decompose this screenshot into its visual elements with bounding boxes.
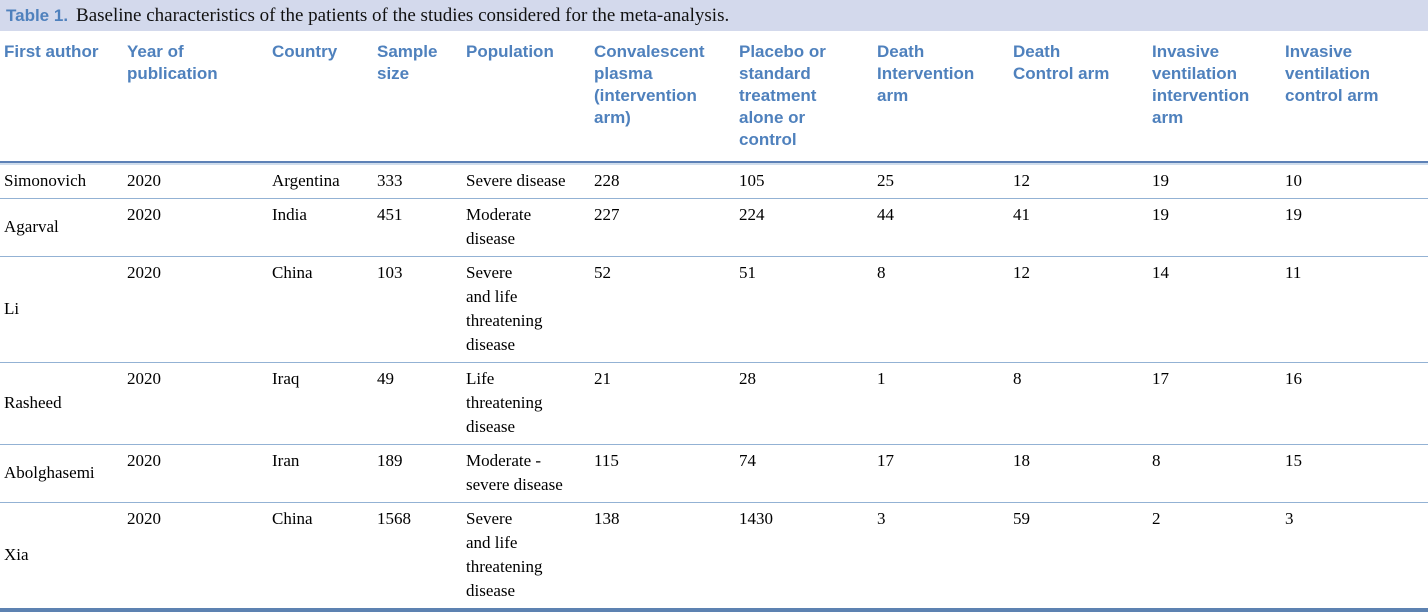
table-caption-text: Baseline characteristics of the patients… <box>76 4 730 26</box>
cell-sample-size: 103 <box>373 256 462 362</box>
cell-year: 2020 <box>123 256 268 362</box>
cell-population: Severe disease <box>462 163 590 198</box>
table-row: Agarval 2020 India 451 Moderate disease … <box>0 198 1428 256</box>
cell-author: Abolghasemi <box>0 444 123 502</box>
col-header-first-author: First author <box>0 31 123 163</box>
cell-iv-control: 10 <box>1281 163 1428 198</box>
cell-iv-intervention: 19 <box>1148 163 1281 198</box>
cell-year: 2020 <box>123 163 268 198</box>
table-header: First author Year of publication Country… <box>0 31 1428 163</box>
cell-population: Life threatening disease <box>462 362 590 444</box>
table-row: Abolghasemi 2020 Iran 189 Moderate - sev… <box>0 444 1428 502</box>
cell-year: 2020 <box>123 502 268 612</box>
cell-placebo-control: 74 <box>735 444 873 502</box>
col-header-year-of-publication: Year of publication <box>123 31 268 163</box>
cell-sample-size: 189 <box>373 444 462 502</box>
cell-author: Li <box>0 256 123 362</box>
cell-iv-control: 3 <box>1281 502 1428 612</box>
cell-cp-intervention: 52 <box>590 256 735 362</box>
cell-placebo-control: 51 <box>735 256 873 362</box>
table-caption-bar: Table 1. Baseline characteristics of the… <box>0 0 1428 31</box>
cell-year: 2020 <box>123 362 268 444</box>
cell-country: Iran <box>268 444 373 502</box>
table-row: Simonovich 2020 Argentina 333 Severe dis… <box>0 163 1428 198</box>
cell-cp-intervention: 138 <box>590 502 735 612</box>
col-header-death-control: Death Control arm <box>1009 31 1148 163</box>
cell-population: Severe and life threatening disease <box>462 502 590 612</box>
table-row: Xia 2020 China 1568 Severe and life thre… <box>0 502 1428 612</box>
cell-death-control: 8 <box>1009 362 1148 444</box>
col-header-sample-size: Sample size <box>373 31 462 163</box>
cell-cp-intervention: 227 <box>590 198 735 256</box>
cell-iv-intervention: 2 <box>1148 502 1281 612</box>
col-header-population: Population <box>462 31 590 163</box>
cell-country: China <box>268 502 373 612</box>
col-header-invasive-ventilation-intervention: Invasive ventilation intervention arm <box>1148 31 1281 163</box>
table-body: Simonovich 2020 Argentina 333 Severe dis… <box>0 163 1428 612</box>
col-header-convalescent-plasma: Convalescent plasma (intervention arm) <box>590 31 735 163</box>
cell-placebo-control: 224 <box>735 198 873 256</box>
cell-iv-control: 19 <box>1281 198 1428 256</box>
cell-sample-size: 333 <box>373 163 462 198</box>
cell-iv-intervention: 17 <box>1148 362 1281 444</box>
cell-iv-intervention: 19 <box>1148 198 1281 256</box>
cell-iv-control: 16 <box>1281 362 1428 444</box>
cell-death-intervention: 17 <box>873 444 1009 502</box>
cell-placebo-control: 28 <box>735 362 873 444</box>
cell-sample-size: 451 <box>373 198 462 256</box>
cell-death-intervention: 8 <box>873 256 1009 362</box>
cell-population: Severe and life threatening disease <box>462 256 590 362</box>
col-header-placebo-control: Placebo or standard treatment alone or c… <box>735 31 873 163</box>
cell-sample-size: 1568 <box>373 502 462 612</box>
cell-population: Moderate - severe disease <box>462 444 590 502</box>
cell-placebo-control: 105 <box>735 163 873 198</box>
cell-country: Iraq <box>268 362 373 444</box>
cell-death-control: 59 <box>1009 502 1148 612</box>
cell-country: India <box>268 198 373 256</box>
cell-author: Xia <box>0 502 123 612</box>
col-header-country: Country <box>268 31 373 163</box>
cell-author: Agarval <box>0 198 123 256</box>
cell-cp-intervention: 115 <box>590 444 735 502</box>
cell-country: China <box>268 256 373 362</box>
cell-death-intervention: 44 <box>873 198 1009 256</box>
cell-iv-control: 15 <box>1281 444 1428 502</box>
cell-cp-intervention: 228 <box>590 163 735 198</box>
cell-year: 2020 <box>123 198 268 256</box>
cell-death-control: 41 <box>1009 198 1148 256</box>
cell-iv-intervention: 14 <box>1148 256 1281 362</box>
cell-death-intervention: 3 <box>873 502 1009 612</box>
cell-sample-size: 49 <box>373 362 462 444</box>
cell-death-control: 18 <box>1009 444 1148 502</box>
header-row: First author Year of publication Country… <box>0 31 1428 163</box>
cell-death-control: 12 <box>1009 163 1148 198</box>
cell-author: Rasheed <box>0 362 123 444</box>
cell-iv-intervention: 8 <box>1148 444 1281 502</box>
cell-author: Simonovich <box>0 163 123 198</box>
cell-country: Argentina <box>268 163 373 198</box>
col-header-death-intervention: Death Intervention arm <box>873 31 1009 163</box>
cell-death-intervention: 25 <box>873 163 1009 198</box>
cell-death-control: 12 <box>1009 256 1148 362</box>
cell-year: 2020 <box>123 444 268 502</box>
col-header-invasive-ventilation-control: Invasive ventilation control arm <box>1281 31 1428 163</box>
cell-population: Moderate disease <box>462 198 590 256</box>
table-row: Li 2020 China 103 Severe and life threat… <box>0 256 1428 362</box>
table-number-label: Table 1. <box>6 5 69 25</box>
table-row: Rasheed 2020 Iraq 49 Life threatening di… <box>0 362 1428 444</box>
cell-iv-control: 11 <box>1281 256 1428 362</box>
baseline-characteristics-table: First author Year of publication Country… <box>0 31 1428 612</box>
cell-death-intervention: 1 <box>873 362 1009 444</box>
cell-cp-intervention: 21 <box>590 362 735 444</box>
cell-placebo-control: 1430 <box>735 502 873 612</box>
